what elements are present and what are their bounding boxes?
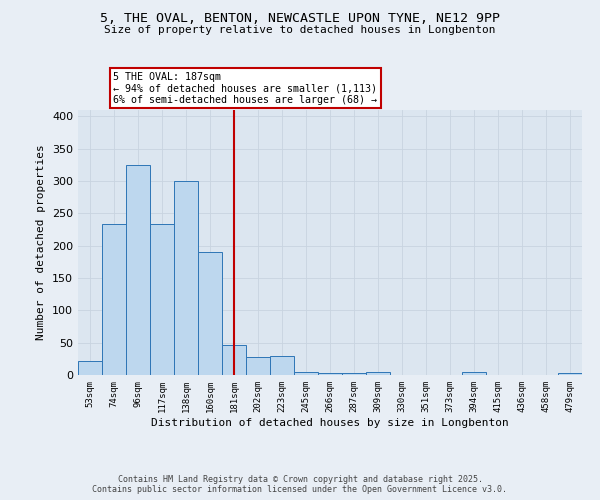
Bar — [150, 224, 174, 375]
Bar — [318, 373, 342, 375]
Bar — [246, 357, 270, 375]
Y-axis label: Number of detached properties: Number of detached properties — [37, 144, 46, 340]
Bar — [78, 361, 102, 375]
Bar — [126, 165, 150, 375]
Bar — [270, 356, 294, 375]
Text: Size of property relative to detached houses in Longbenton: Size of property relative to detached ho… — [104, 25, 496, 35]
Bar — [366, 372, 390, 375]
Bar — [294, 372, 318, 375]
Bar — [462, 372, 486, 375]
Bar — [558, 373, 582, 375]
Bar — [102, 224, 126, 375]
Text: 5 THE OVAL: 187sqm
← 94% of detached houses are smaller (1,113)
6% of semi-detac: 5 THE OVAL: 187sqm ← 94% of detached hou… — [113, 72, 377, 104]
X-axis label: Distribution of detached houses by size in Longbenton: Distribution of detached houses by size … — [151, 418, 509, 428]
Bar — [342, 373, 366, 375]
Bar — [222, 346, 246, 375]
Bar — [198, 252, 222, 375]
Text: 5, THE OVAL, BENTON, NEWCASTLE UPON TYNE, NE12 9PP: 5, THE OVAL, BENTON, NEWCASTLE UPON TYNE… — [100, 12, 500, 26]
Text: Contains HM Land Registry data © Crown copyright and database right 2025.
Contai: Contains HM Land Registry data © Crown c… — [92, 474, 508, 494]
Bar — [174, 181, 198, 375]
